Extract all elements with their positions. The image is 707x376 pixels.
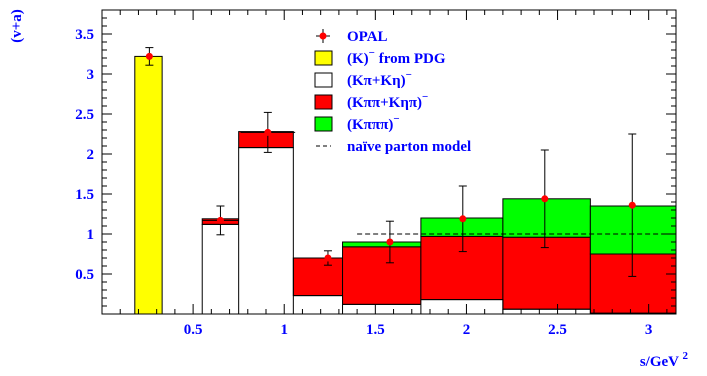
legend-label-main: (Kππ+Kηπ) <box>347 95 422 111</box>
bar-kpi-keta <box>420 299 503 314</box>
x-tick-label: 2 <box>463 322 471 338</box>
bar-kpipi-ketapi <box>342 246 422 305</box>
opal-point <box>386 238 394 246</box>
legend-label: (K)− from PDG <box>347 47 446 67</box>
legend-label-sup: − <box>422 91 428 103</box>
legend-label: (Kπππ)− <box>347 113 400 133</box>
opal-points <box>145 47 637 277</box>
opal-point <box>541 195 549 203</box>
x-axis-label: s/GeV 2 <box>640 350 689 370</box>
bar-kpipi-ketapi <box>420 235 504 301</box>
y-tick-label: 0.5 <box>75 267 94 283</box>
legend-label-suffix: from PDG <box>375 51 446 67</box>
legend-label-main: (Kπ+Kη) <box>347 73 406 89</box>
bar-kpipipi <box>589 205 677 255</box>
opal-point <box>216 216 224 224</box>
y-tick-label: 1 <box>87 227 95 243</box>
legend-swatch-kpipi_ketapi <box>314 94 333 110</box>
x-tick-label: 2.5 <box>548 322 567 338</box>
legend-label-main: OPAL <box>347 29 388 45</box>
bar-kpi-keta <box>293 295 343 314</box>
legend-opal-marker <box>319 32 327 40</box>
bar-k-pdg <box>134 55 163 315</box>
legend-label: (Kπ+Kη)− <box>347 69 412 89</box>
bar-kpipipi <box>342 241 422 248</box>
opal-point <box>459 215 467 223</box>
bar-kpi-keta <box>238 147 294 314</box>
opal-point <box>628 201 636 209</box>
bar-kpipi-ketapi <box>589 253 677 314</box>
y-tick-label: 1.5 <box>75 187 94 203</box>
legend-swatch-kpipipi <box>314 116 333 132</box>
bar-kpi-keta <box>202 224 239 314</box>
histogram-bars <box>134 55 677 315</box>
legend-label-main: naïve parton model <box>347 139 471 155</box>
y-axis-label: (v+a) <box>9 9 25 43</box>
legend-label-main: (K) <box>347 51 369 67</box>
x-tick-label: 1.5 <box>366 322 385 338</box>
y-tick-label: 2.5 <box>75 107 94 123</box>
y-tick-label: 2 <box>87 147 95 163</box>
legend-label-main: (Kπππ) <box>347 117 393 133</box>
y-tick-label: 3.5 <box>75 27 94 43</box>
legend-label-sup: − <box>369 47 375 59</box>
legend: OPAL(K)− from PDG(Kπ+Kη)−(Kππ+Kηπ)−(Kπππ… <box>314 29 471 155</box>
x-tick-label: 1 <box>280 322 288 338</box>
opal-point <box>145 52 153 60</box>
opal-point <box>264 128 272 136</box>
legend-swatch-k_pdg <box>314 50 333 66</box>
legend-swatch-kpi_keta <box>314 72 333 88</box>
legend-label-sup: − <box>406 69 412 81</box>
x-tick-label: 0.5 <box>184 322 203 338</box>
x-tick-label: 3 <box>645 322 653 338</box>
bar-kpi-keta <box>502 309 591 314</box>
y-tick-label: 3 <box>87 67 95 83</box>
legend-label: (Kππ+Kηπ)− <box>347 91 428 111</box>
bar-kpi-keta <box>342 304 421 314</box>
legend-label: OPAL <box>347 29 388 45</box>
x-axis-label-sup: 2 <box>683 350 689 362</box>
bar-kpipipi <box>502 198 591 238</box>
legend-label: naïve parton model <box>347 139 471 155</box>
x-axis-label-main: s/GeV <box>640 354 679 370</box>
axis-ticks: 0.5 1 1.5 2 2.5 3 0.5 1 1.5 2 2.5 3 3.5 <box>75 10 676 338</box>
bar-kpipi-ketapi <box>292 257 344 297</box>
opal-point <box>324 254 332 262</box>
legend-label-sup: − <box>393 113 399 125</box>
